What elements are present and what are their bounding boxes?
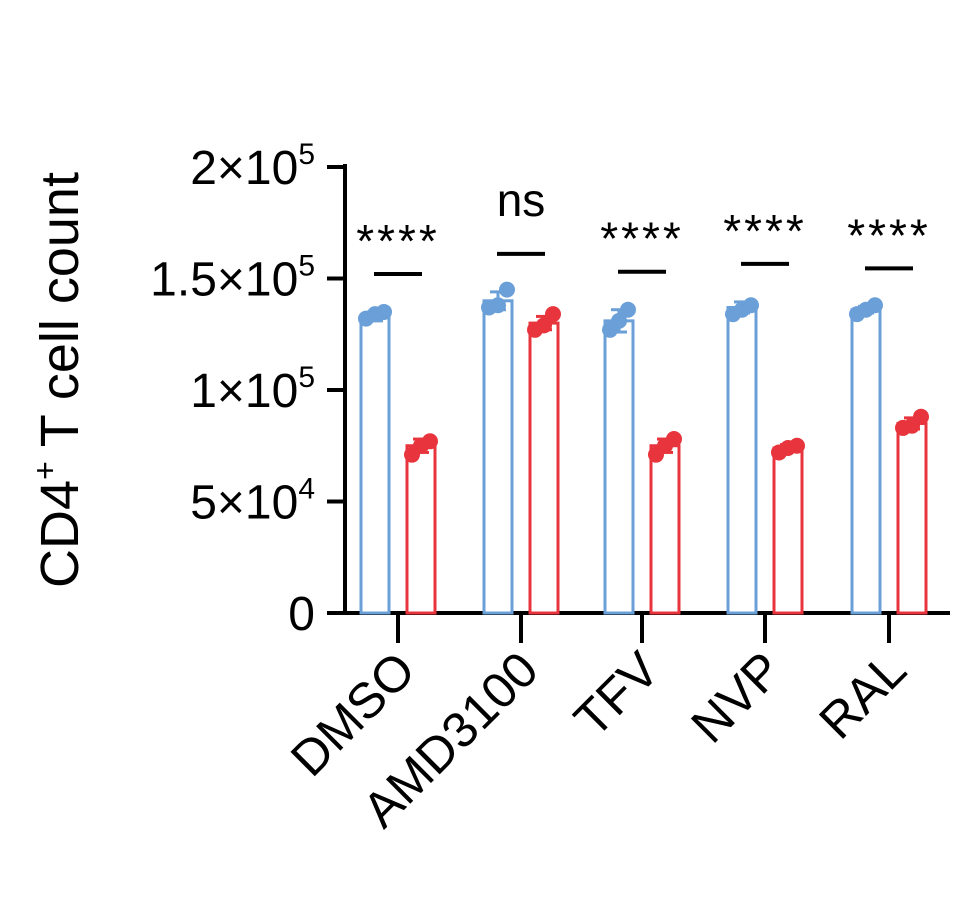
- data-point: [536, 317, 552, 334]
- data-point: [666, 431, 682, 448]
- data-point: [545, 306, 561, 323]
- data-point: [743, 297, 759, 314]
- y-tick-label: 0: [288, 588, 315, 641]
- data-point: [867, 297, 883, 314]
- bar: [405, 444, 437, 615]
- y-tick-label: 2×105: [190, 138, 315, 195]
- bar: [482, 299, 514, 615]
- y-tick-label: 1×105: [190, 361, 315, 418]
- significance-label: ns: [497, 174, 546, 226]
- bar: [772, 446, 804, 615]
- significance-label: ****: [847, 209, 931, 261]
- significance-markers: **** ns **** **** ****: [356, 174, 931, 276]
- data-point: [490, 297, 506, 314]
- data-point: [913, 408, 929, 425]
- significance-label: ****: [600, 213, 684, 265]
- bar: [896, 421, 928, 615]
- y-axis-label-sup: +: [27, 461, 63, 480]
- data-point: [499, 281, 515, 298]
- x-tick-label: TFV: [563, 641, 670, 748]
- y-axis-label-main: CD4: [30, 480, 90, 588]
- bar: [649, 444, 681, 615]
- x-tick-label: NVP: [680, 641, 792, 753]
- x-tick-label: RAL: [808, 641, 916, 749]
- data-point: [422, 433, 438, 450]
- data-point: [376, 303, 392, 320]
- significance-label: ****: [723, 205, 807, 257]
- y-tick-label: 1.5×105: [150, 250, 315, 307]
- significance-label: ****: [356, 215, 440, 267]
- svg-text:CD4+ T cell count: CD4+ T cell count: [27, 172, 90, 588]
- bar: [359, 314, 391, 615]
- data-point: [611, 312, 627, 329]
- bar: [528, 321, 560, 615]
- bar: [850, 308, 882, 615]
- data-point: [620, 301, 636, 318]
- bars: [358, 281, 929, 615]
- bar: [726, 305, 758, 615]
- y-axis-label-rest: T cell count: [30, 172, 90, 461]
- data-point: [789, 437, 805, 454]
- y-axis-label: CD4+ T cell count: [27, 172, 90, 588]
- y-tick-label: 5×104: [190, 473, 315, 530]
- y-ticks: 0 5×104 1×105 1.5×105 2×105: [150, 138, 345, 641]
- bar: [603, 319, 635, 615]
